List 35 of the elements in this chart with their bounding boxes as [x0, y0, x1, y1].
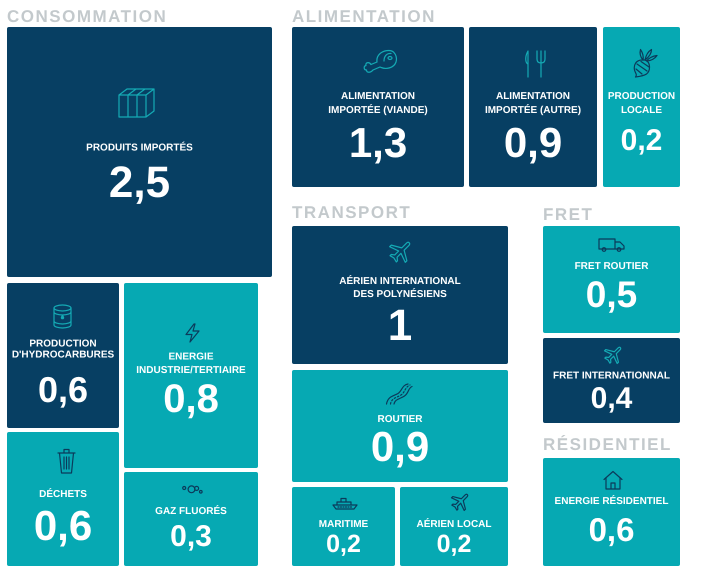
data-label: 0,6: [34, 502, 92, 549]
text: RÉSIDENTIEL: [543, 434, 672, 454]
data-label: 0,8: [163, 377, 219, 421]
data-label: 0,2: [436, 530, 472, 558]
category-label: GAZ FLUORÉS: [155, 504, 228, 517]
category-label: ROUTIER: [378, 414, 424, 425]
category-label: DÉCHETS: [39, 488, 88, 500]
category-label: MARITIME: [318, 518, 369, 530]
data-label: 1: [388, 301, 412, 350]
data-label: 0,2: [620, 124, 662, 157]
data-label: 0,5: [586, 274, 638, 315]
text: CONSOMMATION: [7, 7, 168, 26]
text: TRANSPORT: [292, 203, 412, 222]
data-label: 2,5: [108, 158, 170, 207]
category-label: AÉRIEN LOCAL: [416, 518, 492, 530]
text: ALIMENTATION: [292, 7, 436, 26]
data-label: 1,3: [348, 119, 408, 166]
data-label: 0,9: [370, 423, 430, 470]
data-label: 0,9: [504, 119, 562, 166]
data-label: 0,4: [590, 382, 633, 415]
category-label: PRODUCTION D'HYDROCARBURES: [12, 338, 115, 360]
category-label: PRODUCTION LOCALE: [608, 90, 676, 116]
category-label: ALIMENTATION IMPORTÉE (VIANDE): [328, 90, 428, 116]
category-label: ENERGIE INDUSTRIE/TERTIAIRE: [136, 351, 246, 376]
category-label: ENERGIE RÉSIDENTIEL: [554, 494, 668, 507]
category-label: AÉRIEN INTERNATIONAL DES POLYNÉSIENS: [339, 274, 461, 300]
data-label: 0,6: [588, 511, 634, 548]
text: FRET: [543, 205, 594, 224]
data-label: 0,3: [170, 520, 212, 553]
category-label: ALIMENTATION IMPORTÉE (AUTRE): [484, 90, 582, 116]
category-label: PRODUITS IMPORTÉS: [86, 141, 194, 154]
data-label: 0,2: [326, 530, 361, 558]
data-label: 0,6: [38, 369, 88, 410]
category-label: FRET ROUTIER: [574, 260, 650, 272]
category-label: FRET INTERNATIONNAL: [552, 370, 670, 382]
